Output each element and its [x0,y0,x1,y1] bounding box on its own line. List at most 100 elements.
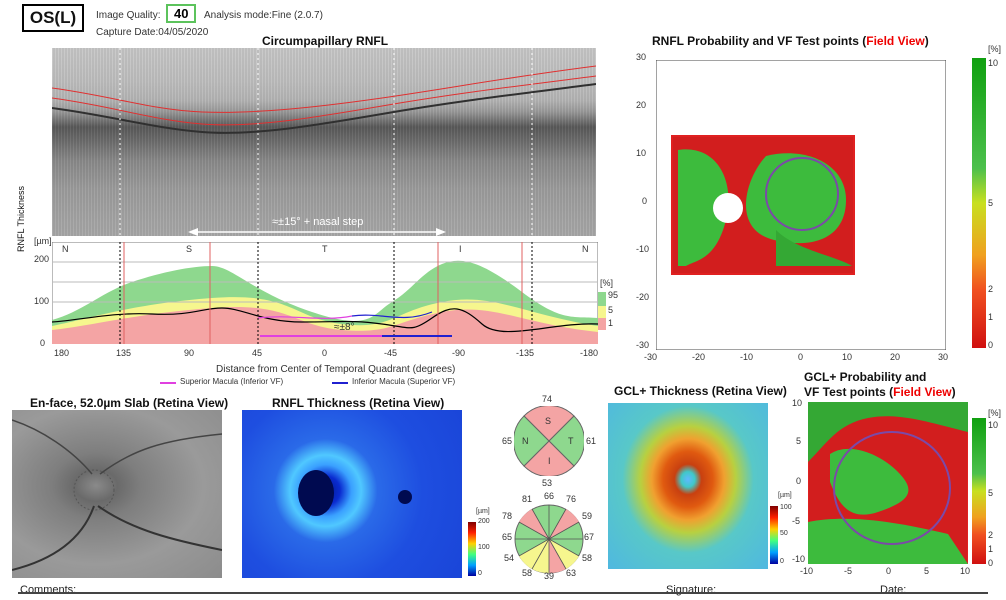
legend-superior-swatch [160,382,176,384]
bscan-overlay [52,48,596,236]
x-tick: -10 [740,352,754,362]
x-tick: 0 [322,348,328,358]
y-tick: 0 [642,196,648,206]
rnfl-y-tick: 200 [34,254,50,264]
legend-red [598,318,606,330]
rnfl-thickness-scale-unit: [µm] [476,508,490,515]
x-tick: 10 [960,566,971,576]
x-tick: 0 [886,566,892,576]
x-tick: 10 [842,352,853,362]
y-tick: -10 [636,244,650,254]
x-tick: 180 [54,348,70,358]
gcl-scale-unit: [µm] [778,492,792,499]
quad-label-n: N [522,436,529,446]
quad-value-n: 65 [502,436,513,446]
legend-green [598,292,606,306]
quad-label-i: I [548,456,551,466]
x-tick: -5 [844,566,853,576]
quadrant-label: N [582,244,589,254]
clock-value: 81 [522,494,533,504]
y-tick: -5 [792,516,801,526]
rnfl-prob-scale-tick: 2 [988,284,994,294]
legend-inferior: Inferior Macula (Superior VF) [352,377,456,386]
gcl-thickness-map [608,403,768,569]
quadrant-label: I [459,244,462,254]
x-tick: -30 [644,352,658,362]
legend-superior: Superior Macula (Inferior VF) [180,377,284,386]
y-tick: 0 [796,476,802,486]
x-tick: -135 [516,348,535,358]
y-tick: 30 [636,52,647,62]
percent-unit: [%] [600,278,614,288]
date-label: Date: [880,584,907,596]
x-tick: -20 [692,352,706,362]
y-tick: -20 [636,292,650,302]
gcl-scale-tick: 50 [780,530,788,537]
clock-value: 59 [582,511,593,521]
x-tick: 0 [798,352,804,362]
rnfl-x-axis-title: Distance from Center of Temporal Quadran… [216,364,456,375]
rnfl-prob-y-ticks: 30 20 10 0 -10 -20 -30 [636,52,656,352]
gcl-thickness-title: GCL+ Thickness (Retina View) [614,384,787,398]
y-tick: -10 [792,554,806,564]
rnfl-y-axis-label: RNFL Thickness [16,185,26,252]
gcl-prob-y-ticks: 10 5 0 -5 -10 [792,398,808,568]
enface-image [11,410,223,578]
quad-value-i: 53 [542,478,553,488]
rnfl-thickness-map [242,410,462,578]
gcl-prob-scale-unit: [%] [988,408,1002,418]
clock-value: 39 [544,571,555,581]
x-tick: -10 [800,566,814,576]
y-tick: 10 [792,398,803,408]
clock-value: 54 [504,553,515,563]
rnfl-y-tick: 100 [34,296,50,306]
x-tick: -90 [452,348,466,358]
gcl-prob-scale-tick: 1 [988,544,994,554]
rnfl-thickness-scale-tick: 200 [478,518,490,525]
gcl-prob-x-ticks: -10 -5 0 5 10 [800,566,980,578]
capture-date: Capture Date:04/05/2020 [96,27,209,38]
arrow-label: ≈±8° [334,322,355,333]
quadrant-label: S [186,244,193,254]
gcl-prob-scale [972,418,986,564]
rnfl-prob-plot [656,60,946,350]
rnfl-x-ticks: 180 135 90 45 0 -45 -90 -135 -180 [50,348,610,360]
rnfl-thickness-scale [468,522,476,576]
quadrant-chart [514,406,584,476]
x-tick: 20 [890,352,901,362]
clock-value: 63 [566,568,577,578]
x-tick: 135 [116,348,132,358]
x-tick: 90 [184,348,195,358]
rnfl-prob-scale-tick: 1 [988,312,994,322]
signature-label: Signature: [666,584,717,596]
percent-tick: 95 [608,290,619,300]
rnfl-y-tick: 0 [40,338,46,348]
clock-value: 78 [502,511,513,521]
rnfl-thickness-scale-tick: 0 [478,570,482,577]
gcl-prob-scale-tick: 5 [988,488,994,498]
rnfl-prob-scale-tick: 0 [988,340,994,350]
gcl-prob-title-line1: GCL+ Probability and [804,370,927,384]
rnfl-prob-x-ticks: -30 -20 -10 0 10 20 30 [644,352,954,364]
eye-label: OS(L) [22,4,84,32]
rnfl-thickness-scale-tick: 100 [478,544,490,551]
legend-yellow [598,306,606,318]
rnfl-prob-scale-tick: 10 [988,58,999,68]
gcl-prob-plot [808,402,968,564]
y-tick: -30 [636,340,650,350]
rnfl-prob-scale [972,58,986,348]
legend-inferior-swatch [332,382,348,384]
analysis-mode: Analysis mode:Fine (2.0.7) [204,10,323,21]
rnfl-thickness-title: RNFL Thickness (Retina View) [272,396,445,410]
clock-chart [514,504,584,574]
footer-divider [18,592,988,594]
rnfl-profile-chart [52,242,598,344]
rnfl-prob-scale-unit: [%] [988,44,1002,54]
gcl-scale-tick: 0 [780,558,784,565]
x-tick: -45 [384,348,398,358]
y-tick: 20 [636,100,647,110]
gcl-scale-tick: 100 [780,504,792,511]
quad-value-s: 74 [542,394,553,404]
x-tick: 45 [252,348,263,358]
x-tick: 5 [924,566,930,576]
